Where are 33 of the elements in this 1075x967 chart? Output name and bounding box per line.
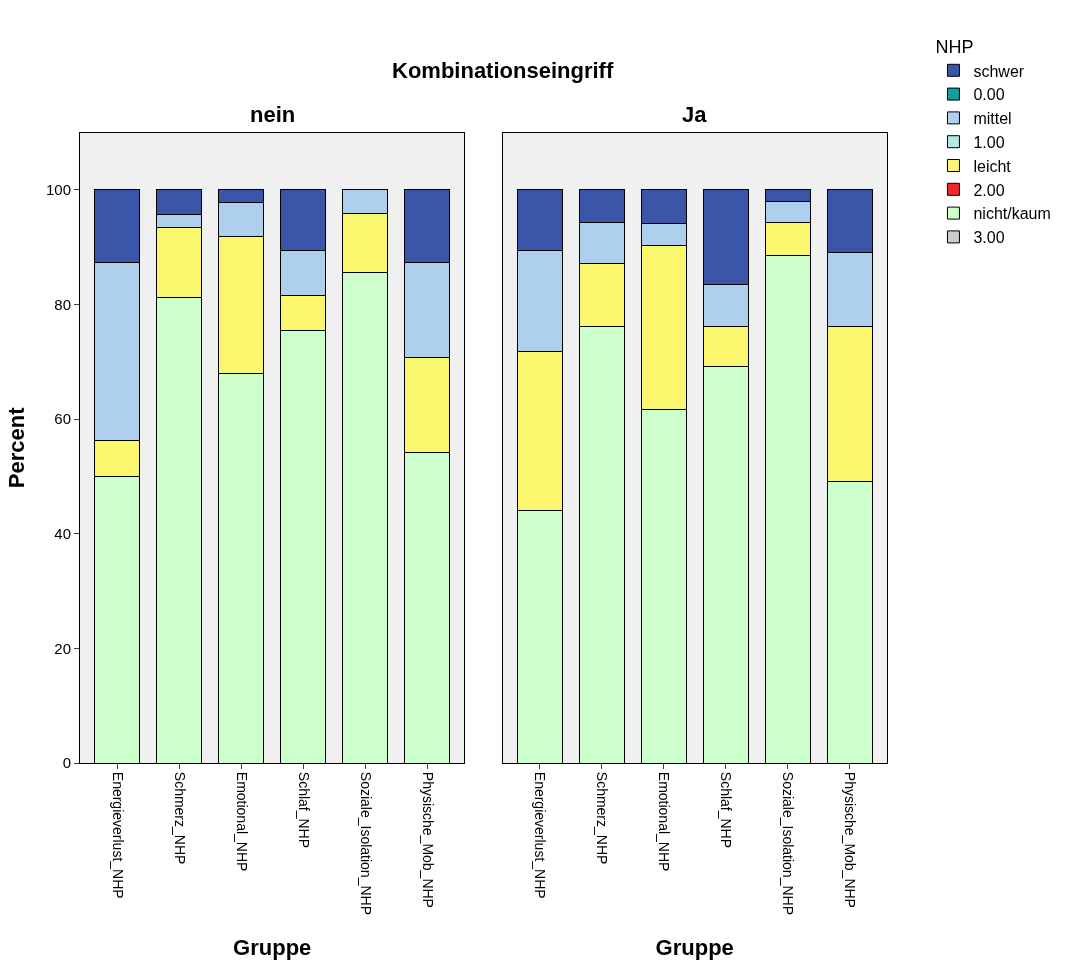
x-tick-label: Physische_Mob_NHP [419, 771, 436, 908]
x-tick-label: Emotional_NHP [656, 771, 673, 872]
x-tick-label: Energieverlust_NHP [532, 771, 549, 899]
x-axis-title: Gruppe [233, 934, 312, 960]
x-axis-title: Gruppe [655, 934, 734, 960]
text: Kombinationseingriff [392, 58, 614, 83]
y-tick-label: 80 [54, 295, 71, 313]
x-tick-label: Schlaf_NHP [295, 771, 312, 849]
legend-label: 2.00 [973, 181, 1005, 199]
y-tick-label: 0 [62, 754, 71, 772]
x-tick-label: Energieverlust_NHP [109, 771, 126, 899]
x-tick-label: Soziale_Isolation_NHP [780, 771, 797, 915]
x-tick-label: Schmerz_NHP [594, 771, 611, 865]
legend-title: NHP [935, 37, 974, 58]
x-tick-label: Emotional_NHP [233, 771, 250, 872]
legend-label: nicht/kaum [973, 205, 1051, 223]
x-tick-label: Soziale_Isolation_NHP [357, 771, 374, 915]
x-tick-label: Schmerz_NHP [171, 771, 188, 865]
chart-title: Ja [682, 102, 708, 127]
legend-label: leicht [973, 157, 1012, 175]
legend-label: 0.00 [973, 86, 1005, 104]
legend-label: 3.00 [973, 229, 1005, 247]
chart-title: nein [250, 102, 296, 127]
legend-label: schwer [973, 62, 1025, 80]
x-tick-label: Schlaf_NHP [718, 771, 735, 849]
y-tick-label: 20 [54, 639, 71, 657]
y-tick-label: 60 [54, 410, 71, 428]
legend-label: mittel [973, 110, 1012, 128]
y-axis-title: Percent [3, 406, 29, 489]
y-tick-label: 40 [54, 525, 71, 543]
x-tick-label: Physische_Mob_NHP [842, 771, 859, 908]
y-tick-label: 100 [45, 181, 71, 199]
legend-label: 1.00 [973, 133, 1005, 151]
